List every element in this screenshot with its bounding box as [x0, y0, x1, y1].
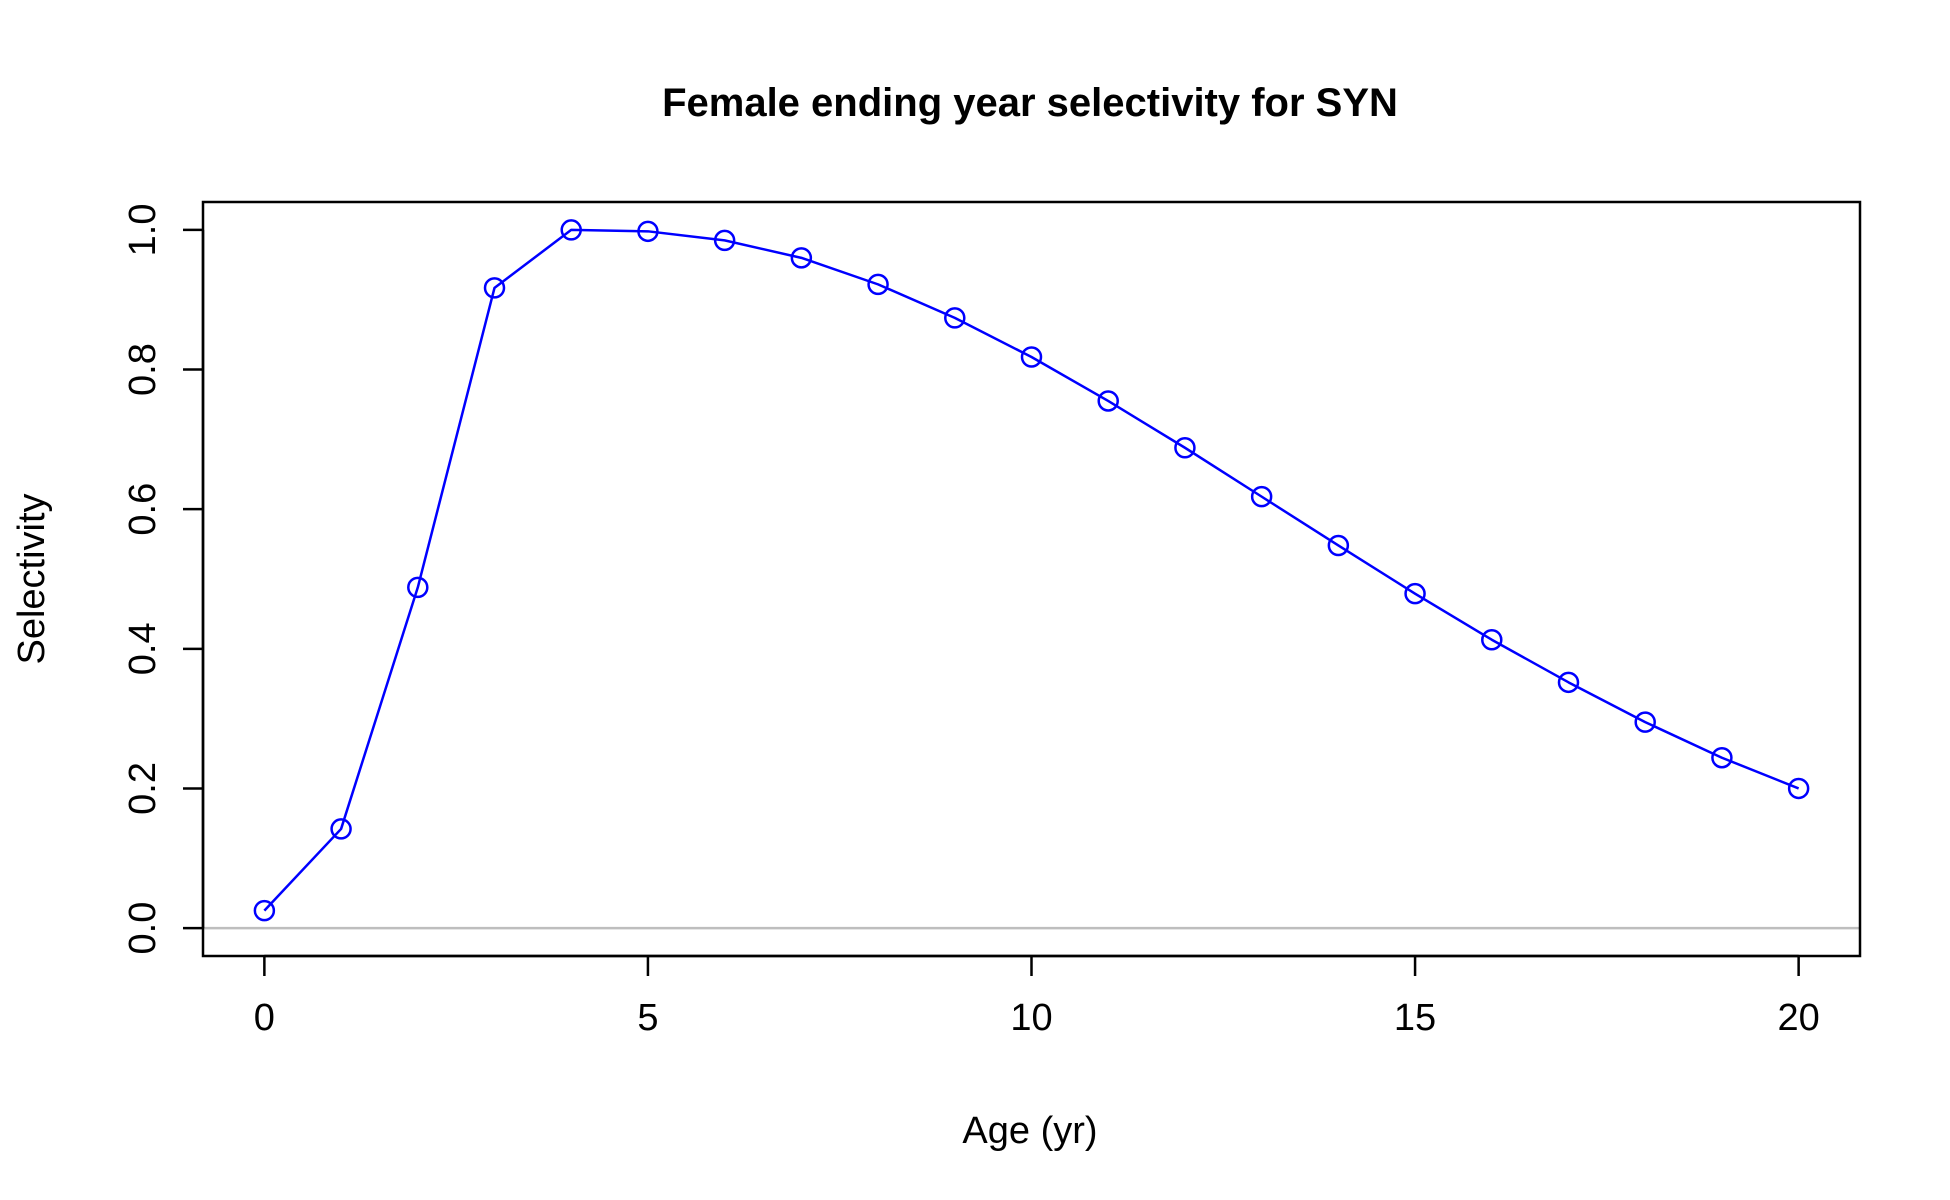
y-tick-label: 0.6: [122, 483, 164, 536]
data-point: [867, 273, 889, 296]
y-tick-label: 0.4: [122, 622, 164, 675]
y-tick-label: 0.8: [122, 343, 164, 396]
series-layer: [253, 219, 1810, 922]
y-tick-label: 0.0: [122, 902, 164, 955]
data-point: [1020, 346, 1043, 368]
data-point: [790, 247, 813, 269]
data-point: [1711, 746, 1733, 769]
y-tick-label: 1.0: [122, 204, 164, 257]
data-point: [1097, 390, 1119, 412]
data-point: [1174, 436, 1196, 459]
data-point: [637, 220, 659, 243]
data-point: [253, 899, 276, 922]
data-point: [1557, 671, 1580, 694]
plot-area-frame: [201, 200, 1862, 958]
x-tick-label: 10: [1010, 997, 1052, 1039]
selectivity-series-line: [263, 228, 1800, 912]
data-point: [1787, 777, 1810, 800]
data-point: [713, 229, 736, 252]
data-point: [483, 277, 506, 299]
y-axis: 0.0 0.2 0.4 0.6 0.8 1.0: [122, 204, 205, 955]
data-point: [560, 219, 582, 241]
x-tick-label: 5: [637, 997, 658, 1039]
y-tick-label: 0.2: [122, 762, 164, 815]
data-point: [1327, 534, 1350, 557]
x-tick-label: 15: [1394, 997, 1436, 1039]
y-axis-label: Selectivity: [11, 493, 53, 664]
data-point: [1481, 628, 1503, 651]
data-point: [1404, 582, 1426, 605]
x-axis: 0 5 10 15 20: [254, 954, 1820, 1039]
data-point: [944, 307, 966, 329]
x-tick-label: 0: [254, 997, 275, 1039]
data-point: [330, 818, 352, 840]
data-point: [1634, 711, 1656, 733]
x-axis-label: Age (yr): [962, 1110, 1097, 1152]
data-point: [1250, 485, 1273, 508]
chart-title: Female ending year selectivity for SYN: [662, 81, 1398, 125]
x-tick-label: 20: [1777, 997, 1819, 1039]
data-point: [407, 576, 429, 599]
